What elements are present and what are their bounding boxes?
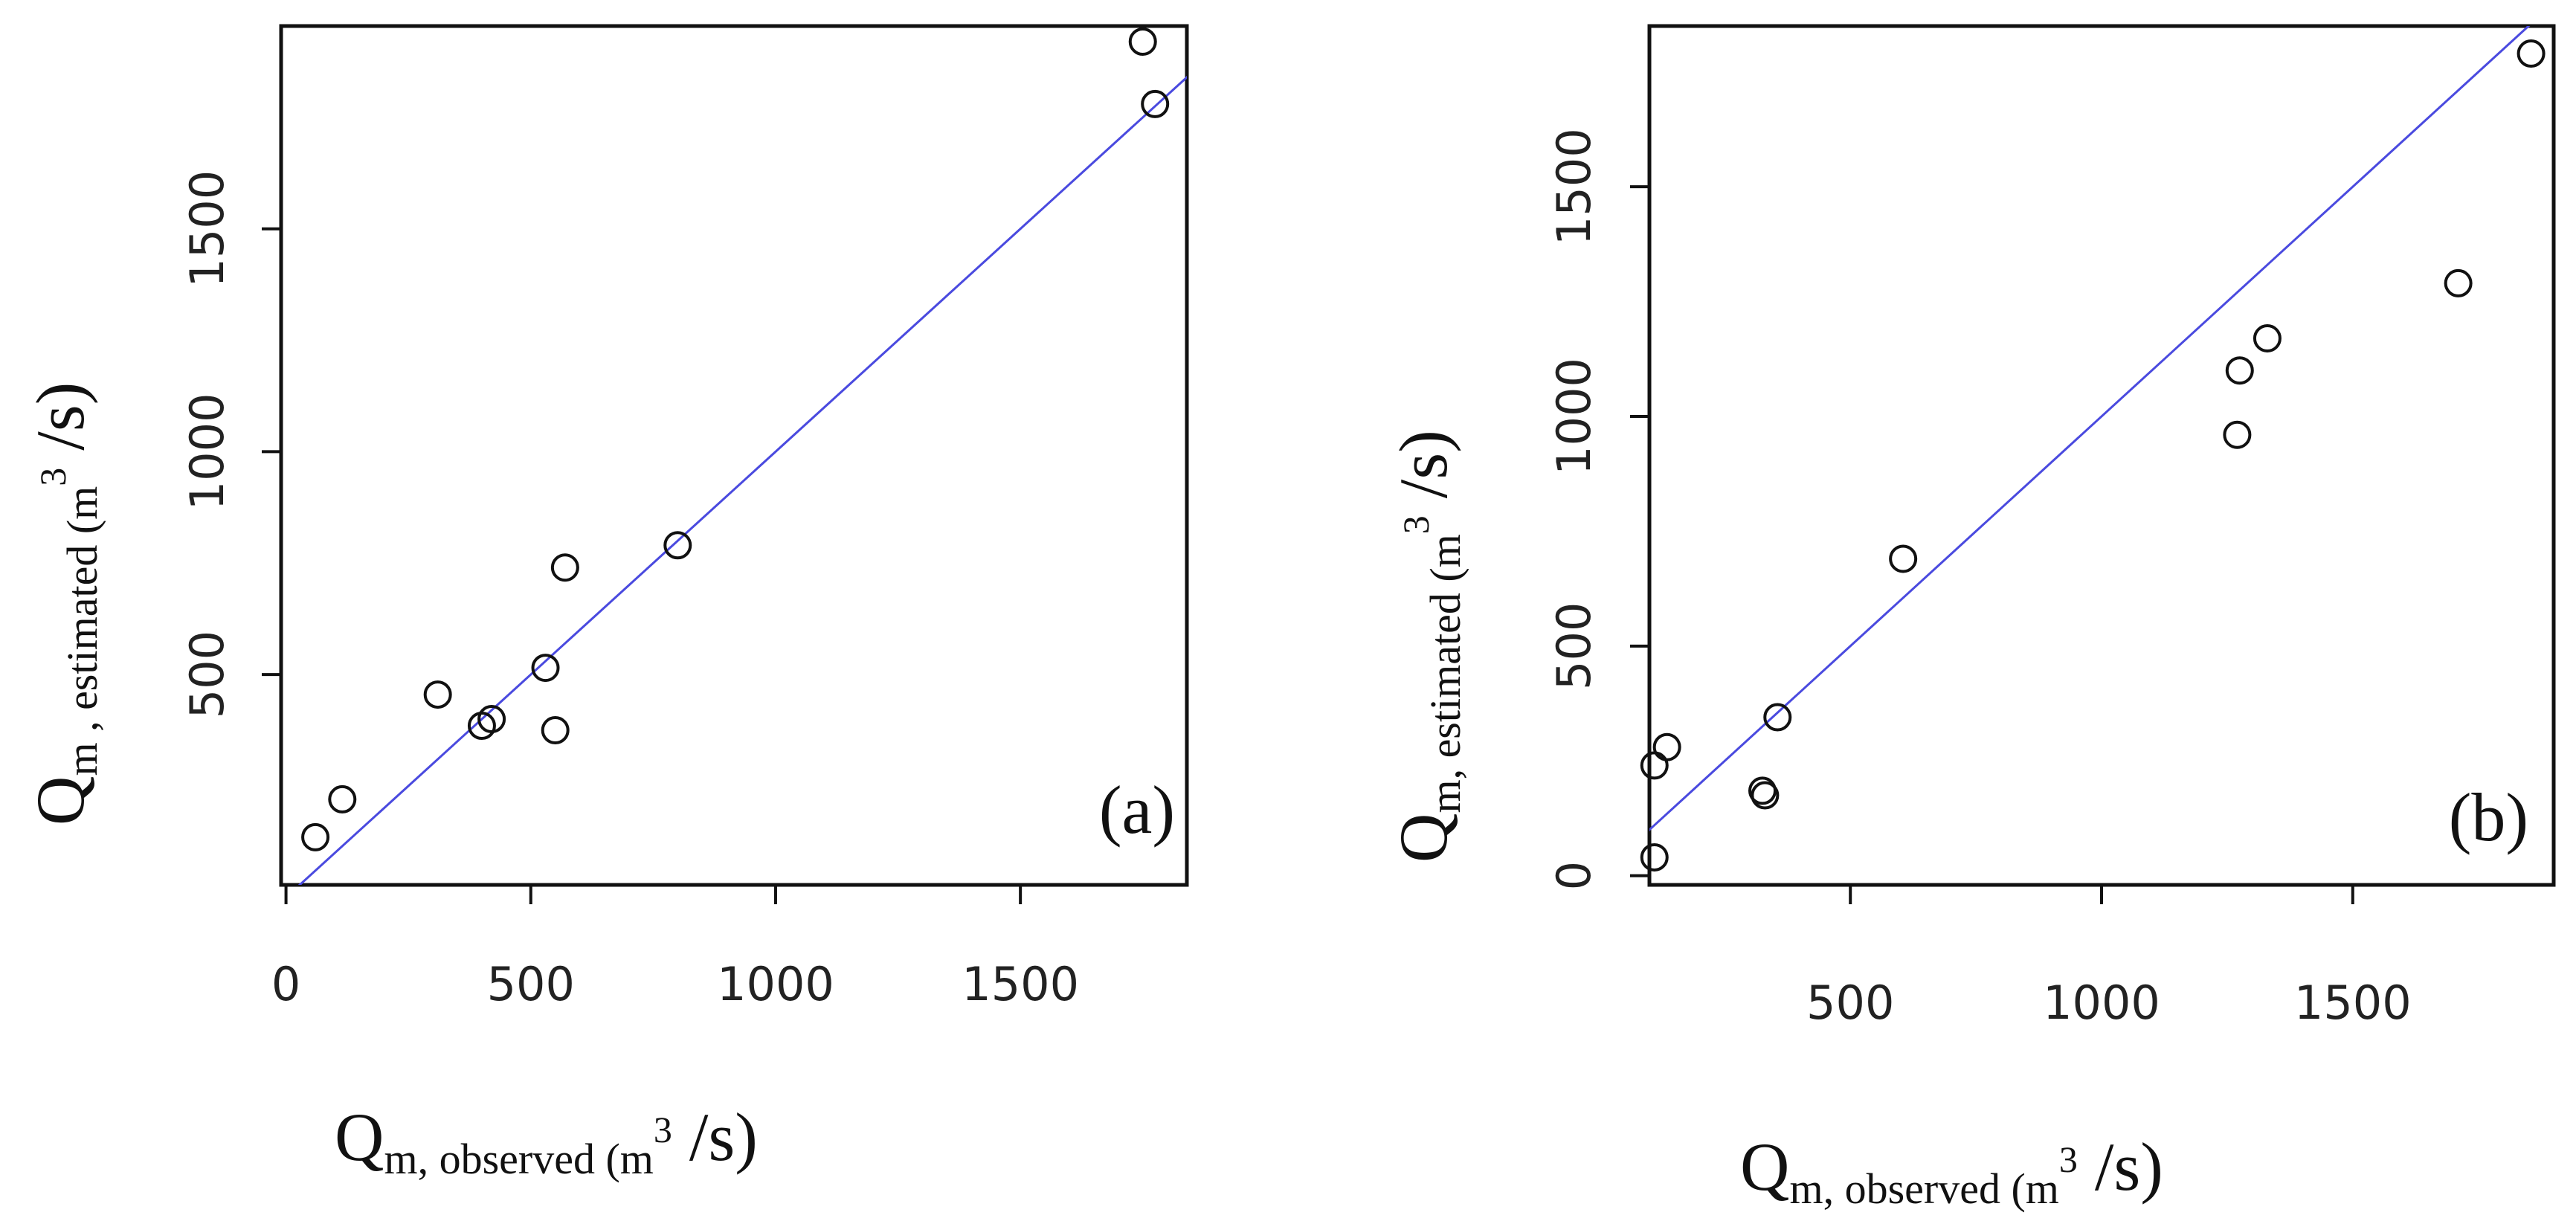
- panel-b-xlabel-unit-open: (m: [2000, 1164, 2059, 1213]
- panel-a-ylabel-unit-sup: 3: [32, 468, 74, 486]
- panel-b-y-axis: 0 500 1000 1500: [1547, 128, 1649, 890]
- panel-a-y-axis: 500 1000 1500: [180, 170, 281, 718]
- panel-b-xlabel-sub: m, observed: [1789, 1164, 2000, 1213]
- panel-a-label: (a): [1099, 772, 1175, 848]
- panel-a-ylabel-main: Q: [22, 776, 98, 825]
- panel-a-data-point: [1141, 89, 1170, 118]
- panel-a-data-point: [550, 553, 579, 582]
- panel-b-data-point: [2223, 420, 2252, 449]
- panel-b-x-tick-label: 500: [1806, 976, 1894, 1030]
- panel-b-frame: [1647, 24, 2556, 887]
- panel-a-points: [301, 27, 1170, 851]
- panel-b-points: [1640, 39, 2546, 872]
- panel-b-xlabel-unit-close: /s): [2078, 1129, 2163, 1205]
- panel-a-data-point: [663, 531, 692, 560]
- panel-b-x-axis-title: Qm, observed (m3 /s): [1740, 1129, 2163, 1213]
- panel-a-ylabel-unit-close: /s): [22, 382, 98, 468]
- panel-a-x-tick-label: 1500: [962, 957, 1079, 1011]
- panel-a: 0 500 1000 1500 500 1000 1500 (a) Qm, observe…: [22, 24, 1189, 1183]
- panel-a-x-axis: 0 500 1000 1500: [271, 885, 1079, 1011]
- panel-a-xlabel-sub: m, observed: [384, 1135, 595, 1183]
- panel-a-ylabel-unit-open: (m: [58, 486, 106, 545]
- panel-b-x-tick-label: 1500: [2294, 976, 2412, 1030]
- panel-a-xlabel-unit-sup: 3: [654, 1109, 672, 1150]
- panel-a-data-point: [301, 822, 330, 851]
- panel-a-x-tick-label: 0: [271, 957, 300, 1011]
- panel-a-data-point: [541, 716, 570, 745]
- panel-b-xlabel-main: Q: [1740, 1129, 1789, 1205]
- panel-a-x-tick-label: 500: [487, 957, 575, 1011]
- panel-b-y-tick-label: 1500: [1547, 128, 1601, 245]
- panel-b-label: (b): [2449, 779, 2528, 855]
- panel-b-data-point: [2253, 324, 2282, 352]
- panel-a-data-point: [423, 680, 452, 709]
- panel-a-data-point: [531, 654, 560, 683]
- panel-b-one-to-one-line: [1649, 26, 2531, 831]
- panel-b-ylabel-unit-open: (m: [1421, 534, 1469, 593]
- panel-b-data-point: [2444, 268, 2473, 297]
- panel-b-y-tick-label: 0: [1547, 861, 1601, 890]
- panel-b-data-point: [1640, 843, 1669, 872]
- panel-b: 500 1000 1500 0 500 1000 1500 (b) Qm, observe…: [1385, 24, 2556, 1213]
- panel-b-reference-line-layer: [1649, 26, 2531, 831]
- panel-b-xlabel-unit-sup: 3: [2059, 1138, 2078, 1180]
- panel-a-xlabel-main: Q: [335, 1099, 384, 1175]
- panel-b-x-tick-label: 1000: [2043, 976, 2160, 1030]
- panel-a-ylabel-sub: m , estimated: [58, 545, 106, 776]
- panel-a-xlabel-unit-open: (m: [595, 1135, 654, 1183]
- panel-b-data-point: [2225, 356, 2254, 385]
- panel-a-x-tick-label: 1000: [717, 957, 834, 1011]
- panel-a-y-axis-title: Qm , estimated (m3 /s): [22, 382, 106, 825]
- panel-b-data-point: [1763, 703, 1792, 732]
- panel-a-y-tick-label: 1500: [180, 170, 234, 288]
- panel-b-data-point: [1652, 732, 1681, 761]
- panel-b-y-tick-label: 500: [1547, 602, 1601, 690]
- panel-a-reference-line-layer: [297, 75, 1187, 885]
- panel-a-data-point: [328, 785, 357, 814]
- panel-b-data-point: [1748, 776, 1777, 805]
- panel-a-frame: [279, 24, 1189, 887]
- panel-a-xlabel-unit-close: /s): [672, 1099, 758, 1175]
- panel-b-ylabel-unit-close: /s): [1385, 430, 1461, 515]
- panel-a-y-tick-label: 1000: [180, 393, 234, 511]
- panel-a-data-point: [477, 705, 506, 734]
- panel-b-data-point: [1751, 781, 1780, 810]
- panel-b-data-point: [1889, 544, 1918, 573]
- panel-b-y-axis-title: Qm, estimated (m3 /s): [1385, 430, 1469, 863]
- panel-b-ylabel-main: Q: [1385, 814, 1461, 863]
- panel-a-one-to-one-line: [297, 75, 1187, 885]
- panel-a-y-tick-label: 500: [180, 631, 234, 718]
- panel-b-data-point: [2517, 39, 2546, 68]
- panel-a-x-axis-title: Qm, observed (m3 /s): [335, 1099, 758, 1183]
- panel-b-x-axis: 500 1000 1500: [1806, 885, 2412, 1030]
- panel-b-ylabel-sub: m, estimated: [1421, 593, 1469, 813]
- panel-b-ylabel-unit-sup: 3: [1395, 515, 1437, 534]
- panel-a-data-point: [1128, 27, 1157, 56]
- panel-b-y-tick-label: 1000: [1547, 358, 1601, 475]
